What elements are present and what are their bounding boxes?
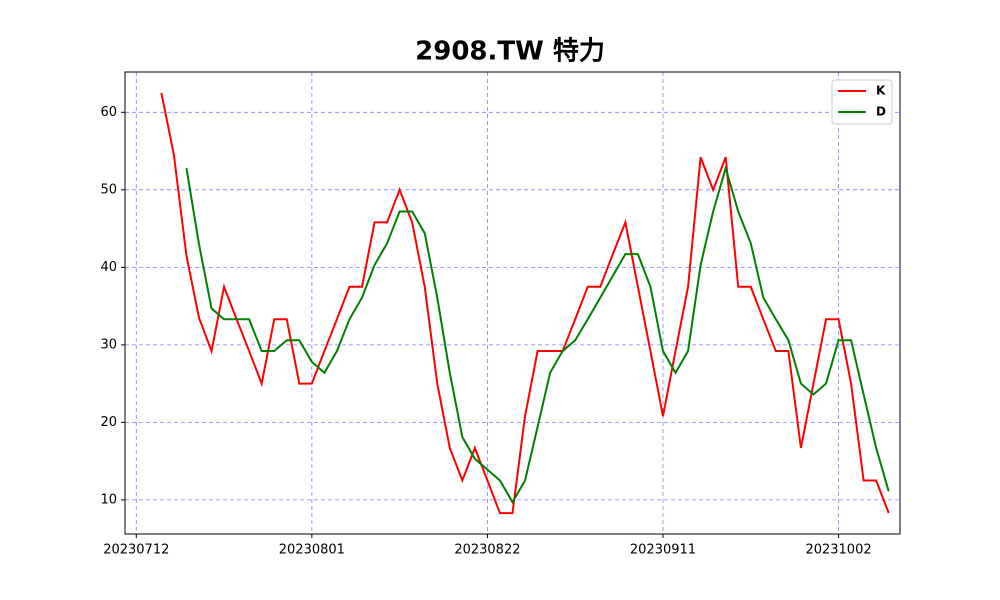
x-tick-label: 20230801 (279, 543, 345, 558)
legend: KD (831, 79, 893, 125)
x-tick-label: 20230911 (630, 543, 696, 558)
y-tick-label: 50 (100, 182, 117, 197)
y-tick-label: 60 (100, 105, 117, 120)
legend-label: K (876, 84, 886, 98)
y-tick-label: 30 (100, 337, 117, 352)
chart-title: 2908.TW 特力 (415, 36, 605, 67)
line (185, 164, 890, 505)
x-tick-label: 20230712 (103, 543, 169, 558)
y-tick-label: 10 (100, 492, 117, 507)
y-tick-label: 20 (100, 415, 117, 430)
x-tick-label: 20231002 (805, 543, 871, 558)
legend-label: D (876, 105, 886, 119)
plot-frame (124, 71, 901, 535)
line (160, 92, 890, 515)
x-tick-label: 20230822 (454, 543, 520, 558)
y-tick-label: 40 (100, 260, 117, 275)
